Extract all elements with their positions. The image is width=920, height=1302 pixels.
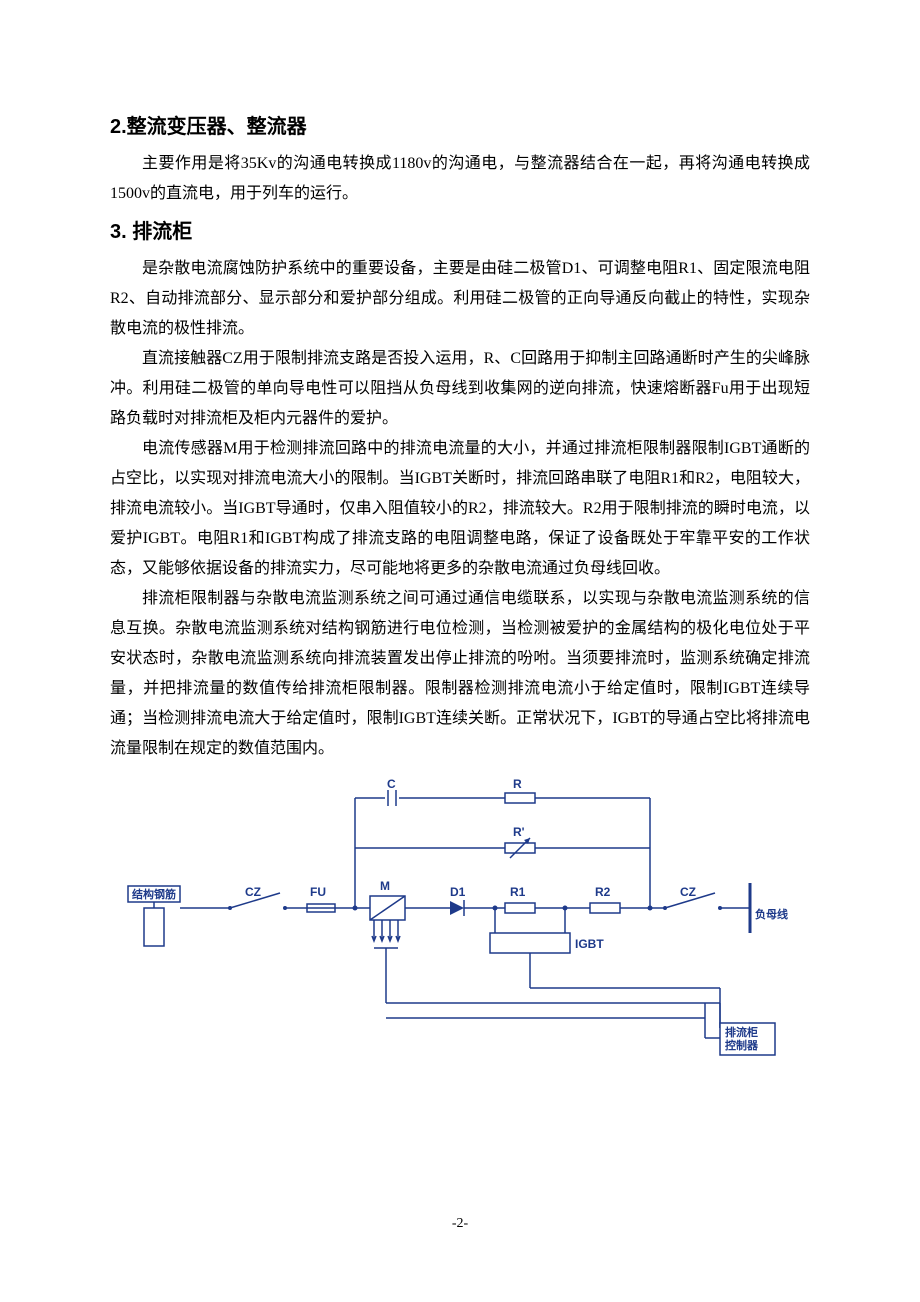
label-D1: D1 [450, 885, 466, 899]
section2-para1: 主要作用是将35Kv的沟通电转换成1180v的沟通电，与整流器结合在一起，再将沟… [110, 149, 810, 209]
label-controller-l1: 排流柜 [725, 1025, 758, 1039]
section3-para4: 排流柜限制器与杂散电流监测系统之间可通过通信电缆联系，以实现与杂散电流监测系统的… [110, 584, 810, 764]
section2-heading: 2.整流变压器、整流器 [110, 110, 810, 139]
label-FU: FU [310, 885, 326, 899]
section3-para1: 是杂散电流腐蚀防护系统中的重要设备，主要是由硅二极管D1、可调整电阻R1、固定限… [110, 254, 810, 344]
label-CZ1: CZ [245, 885, 261, 899]
label-IGBT: IGBT [575, 937, 604, 951]
label-M: M [380, 879, 390, 893]
label-struct-rebar: 结构钢筋 [131, 887, 176, 901]
label-CZ2: CZ [680, 885, 696, 899]
label-controller-l2: 控制器 [725, 1038, 759, 1052]
section3-para3: 电流传感器M用于检测排流回路中的排流电流量的大小，并通过排流柜限制器限制IGBT… [110, 434, 810, 584]
label-R1: R1 [510, 885, 526, 899]
label-R2: R2 [595, 885, 611, 899]
label-C: C [387, 778, 396, 791]
label-neg-bus: 负母线 [755, 907, 788, 921]
label-Rprime: R' [513, 825, 525, 839]
page-number: -2- [0, 1216, 920, 1232]
circuit-diagram: C R R' 结构钢筋 CZ FU M D1 [110, 778, 790, 1058]
section3-para2: 直流接触器CZ用于限制排流支路是否投入运用，R、C回路用于抑制主回路通断时产生的… [110, 344, 810, 434]
section3-heading: 3. 排流柜 [110, 215, 810, 244]
label-R: R [513, 778, 522, 791]
